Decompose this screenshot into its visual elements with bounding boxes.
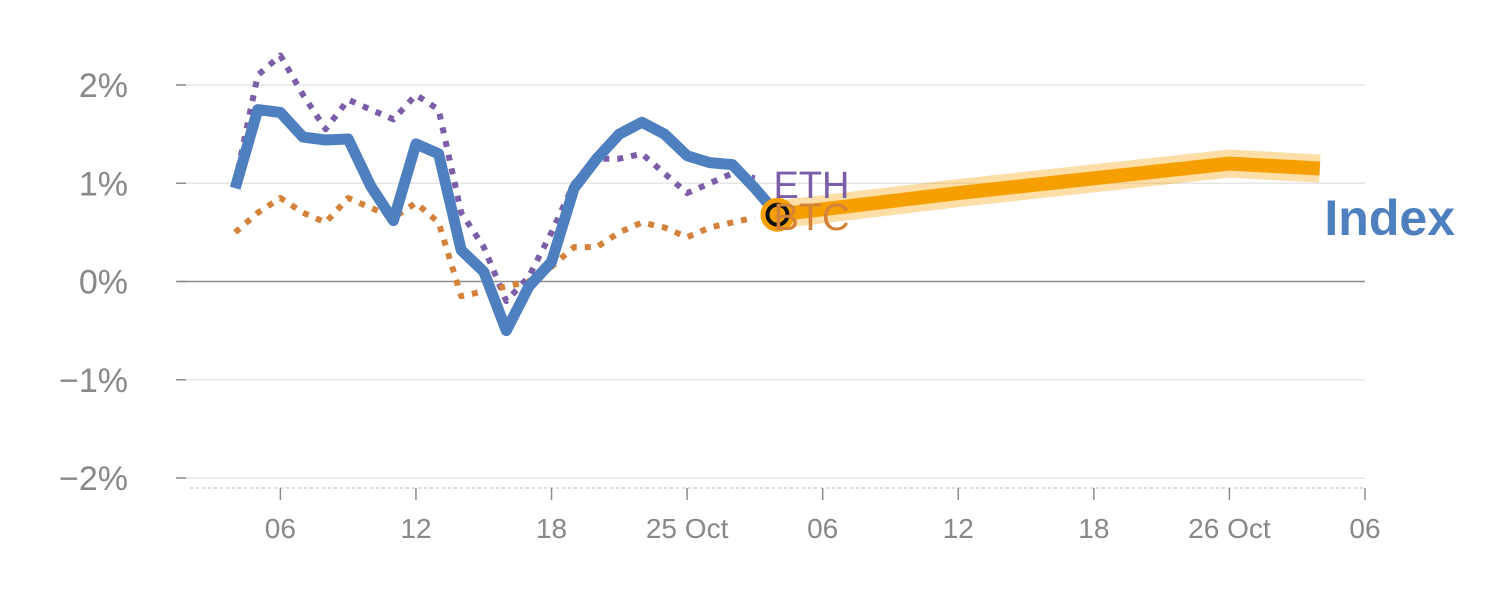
x-tick-label: 06 <box>265 513 296 544</box>
y-tick-label: 0% <box>79 264 128 302</box>
series-label-eth: ETH <box>774 165 850 207</box>
series-label-index: Index <box>1324 190 1455 246</box>
y-tick-label: 2% <box>79 67 128 105</box>
y-tick-label: −2% <box>59 460 128 498</box>
series-line-index <box>229 104 782 337</box>
x-tick-label: 18 <box>536 513 567 544</box>
projection-band <box>775 149 1321 229</box>
series-lines <box>229 52 782 337</box>
y-tick-label: −1% <box>59 362 128 400</box>
marker-outer <box>760 197 795 232</box>
y-tick-label: 1% <box>79 165 128 203</box>
x-tick-label: 18 <box>1078 513 1109 544</box>
x-tick-label: 12 <box>943 513 974 544</box>
marker-ring <box>765 202 790 227</box>
projection-line <box>776 156 1321 222</box>
x-tick-label: 06 <box>1349 513 1380 544</box>
x-tick-label: 12 <box>400 513 431 544</box>
y-axis: 2% 1% 0% −1% −2% <box>59 67 128 498</box>
current-marker <box>760 197 795 232</box>
series-label-btc: BTC <box>774 197 850 239</box>
x-tick-label: 26 Oct <box>1188 513 1271 544</box>
x-tick-label: 25 Oct <box>646 513 729 544</box>
series-line-eth <box>232 52 756 305</box>
y-gridlines <box>176 84 1365 479</box>
x-axis: 06 12 18 25 Oct 06 12 18 26 Oct 06 <box>190 487 1381 544</box>
x-tick-label: 06 <box>807 513 838 544</box>
